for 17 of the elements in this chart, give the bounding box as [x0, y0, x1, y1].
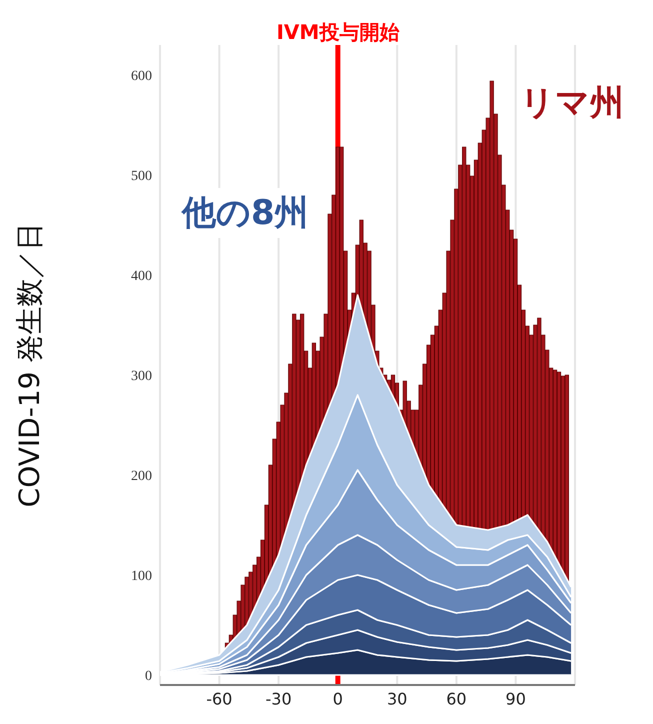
x-tick-label: -60: [206, 689, 232, 708]
y-tick-label: 600: [131, 68, 152, 84]
y-tick-label: 400: [131, 268, 152, 284]
series-label: リマ州: [520, 82, 624, 125]
y-tick-label: 500: [131, 168, 152, 184]
y-tick-label: 100: [131, 568, 152, 584]
x-tick-label: 30: [386, 689, 408, 708]
y-tick-label: 200: [131, 468, 152, 484]
x-tick-label: 90: [506, 689, 526, 708]
y-axis-title: COVID-19 発生数／日: [12, 222, 47, 508]
x-tick-label: 0: [332, 689, 343, 708]
ref-line-label: IVM投与開始: [276, 20, 400, 44]
y-tick-label: 0: [145, 668, 152, 684]
annotation: 他の8州: [176, 188, 315, 238]
x-tick-label: -30: [266, 689, 292, 708]
x-tick-label: 60: [446, 689, 467, 708]
y-tick-label: 300: [131, 368, 152, 384]
